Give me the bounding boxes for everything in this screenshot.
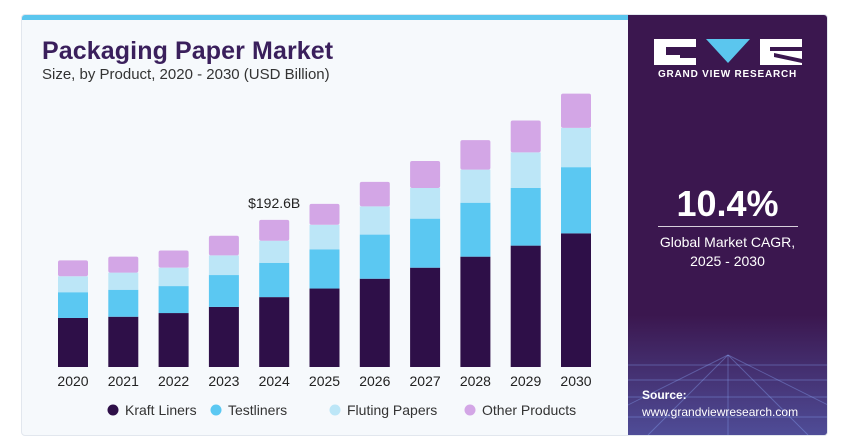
bar-segment bbox=[208, 306, 239, 367]
bar-segment bbox=[108, 272, 139, 290]
bar-segment bbox=[309, 224, 340, 250]
chart-card: Packaging Paper Market Size, by Product,… bbox=[21, 14, 828, 436]
bar-segment bbox=[108, 289, 139, 317]
cagr-label-line1: Global Market CAGR, bbox=[659, 234, 796, 250]
bar-segment bbox=[208, 255, 239, 276]
decorative-grid bbox=[628, 354, 827, 435]
bar-segment bbox=[58, 317, 88, 367]
x-tick-label: 2022 bbox=[158, 373, 189, 389]
legend-label: Other Products bbox=[482, 402, 576, 418]
bar-segment bbox=[309, 288, 340, 367]
bar-segment bbox=[108, 256, 139, 273]
bar-segment bbox=[410, 267, 441, 367]
bar-segment bbox=[58, 276, 88, 293]
bar-segment bbox=[460, 202, 491, 257]
bar-segment bbox=[158, 313, 189, 367]
bar-segment bbox=[561, 93, 591, 128]
cagr-value: 10.4% bbox=[676, 183, 779, 224]
bar-segment bbox=[58, 260, 88, 277]
bar-segment bbox=[208, 275, 239, 307]
x-tick-label: 2028 bbox=[460, 373, 491, 389]
x-tick-label: 2025 bbox=[309, 373, 340, 389]
source-label: Source: bbox=[642, 388, 687, 402]
bar-segment bbox=[460, 140, 491, 170]
legend-marker bbox=[329, 404, 341, 416]
bar-segment bbox=[309, 249, 340, 289]
x-tick-label: 2027 bbox=[410, 373, 441, 389]
bar-segment bbox=[510, 120, 541, 153]
bar-segment bbox=[58, 292, 88, 318]
x-tick-label: 2023 bbox=[208, 373, 239, 389]
bar-segment bbox=[208, 235, 239, 256]
bar-chart: 2020 2021 2022 2023 2024 $192.6B 2025 2026 2027 2… bbox=[57, 93, 592, 418]
bar-segment bbox=[259, 219, 290, 241]
x-tick-label: 2020 bbox=[57, 373, 88, 389]
bar-segment bbox=[359, 234, 390, 279]
chart-title: Packaging Paper Market bbox=[42, 37, 334, 65]
brand-logo-icon bbox=[654, 39, 802, 65]
bar-segment bbox=[410, 187, 441, 219]
bar-segment bbox=[510, 152, 541, 188]
cagr-divider bbox=[658, 226, 798, 227]
legend-marker bbox=[107, 404, 119, 416]
bar-segment bbox=[259, 240, 290, 263]
bar-segment bbox=[108, 316, 139, 367]
bar-segment bbox=[460, 169, 491, 203]
chart-subtitle: Size, by Product, 2020 - 2030 (USD Billi… bbox=[42, 66, 330, 83]
legend-marker bbox=[464, 404, 476, 416]
bar-segment bbox=[510, 245, 541, 367]
x-tick-label: 2024 bbox=[259, 373, 290, 389]
legend-label: Kraft Liners bbox=[125, 402, 197, 418]
bar-segment bbox=[359, 181, 390, 207]
bar-segment bbox=[410, 218, 441, 268]
bar-segment bbox=[309, 203, 340, 225]
x-tick-label: 2030 bbox=[560, 373, 591, 389]
x-tick-label: 2021 bbox=[108, 373, 139, 389]
bar-segment bbox=[510, 187, 541, 246]
accent-bar bbox=[22, 15, 628, 20]
bar-segment bbox=[359, 278, 390, 367]
bar-segment bbox=[158, 267, 189, 287]
bar-segment bbox=[158, 250, 189, 268]
bar-segment bbox=[410, 161, 441, 188]
bar-segment bbox=[158, 286, 189, 314]
legend-marker bbox=[210, 404, 222, 416]
legend-label: Fluting Papers bbox=[347, 402, 437, 418]
data-label: $192.6B bbox=[248, 195, 300, 211]
bar-segment bbox=[561, 127, 591, 168]
cagr-label: Global Market CAGR, 2025 - 2030 bbox=[628, 233, 827, 271]
bar-segment bbox=[359, 206, 390, 235]
bar-segment bbox=[460, 256, 491, 367]
source-note: Source: www.grandviewresearch.com bbox=[642, 387, 798, 421]
source-url[interactable]: www.grandviewresearch.com bbox=[642, 405, 799, 419]
bar-segment bbox=[259, 297, 290, 367]
x-tick-label: 2029 bbox=[510, 373, 541, 389]
legend-label: Testliners bbox=[228, 402, 287, 418]
brand-name: GRAND VIEW RESEARCH bbox=[657, 69, 798, 80]
sidebar-panel: GRAND VIEW RESEARCH 10.4% Global Market … bbox=[628, 15, 827, 435]
x-tick-label: 2026 bbox=[359, 373, 390, 389]
bar-segment bbox=[259, 262, 290, 298]
sidebar-glow bbox=[628, 315, 827, 435]
bar-segment bbox=[561, 167, 591, 234]
bar-segment bbox=[561, 233, 591, 367]
cagr-label-line2: 2025 - 2030 bbox=[690, 253, 765, 269]
